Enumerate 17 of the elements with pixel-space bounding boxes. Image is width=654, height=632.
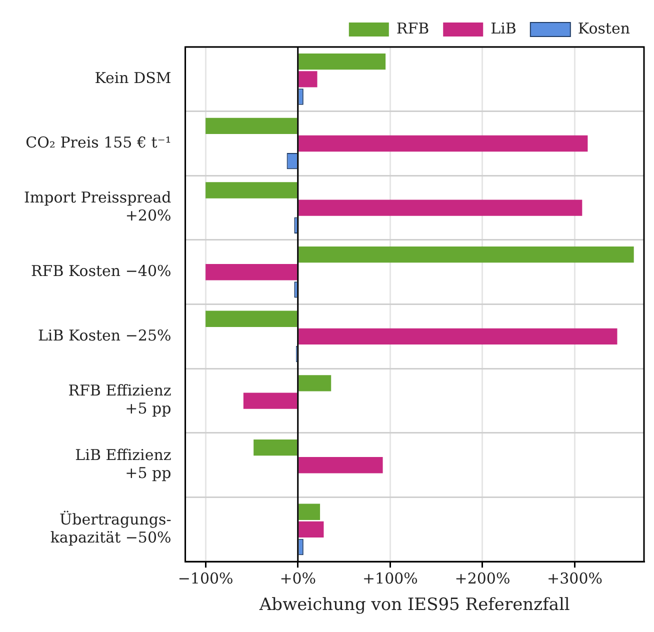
y-tick-label: RFB Effizienz +5 pp bbox=[68, 382, 172, 418]
x-tick-label: −100% bbox=[178, 569, 234, 588]
y-tick-label: LiB Kosten −25% bbox=[38, 326, 172, 344]
x-tick-label: +0% bbox=[280, 569, 316, 588]
legend-label: RFB bbox=[396, 19, 430, 38]
y-tick-label: Übertragungs- kapazität −50% bbox=[50, 510, 172, 546]
y-tick-label: LiB Effizienz +5 pp bbox=[75, 446, 172, 482]
legend-label: LiB bbox=[490, 19, 516, 38]
x-tick-label: +100% bbox=[362, 569, 418, 588]
y-tick-label: Import Preisspread +20% bbox=[24, 188, 172, 225]
legend-label: Kosten bbox=[578, 19, 630, 38]
x-axis-title: Abweichung von IES95 Referenzfall bbox=[258, 595, 570, 616]
x-tick-label: +200% bbox=[454, 569, 510, 588]
x-tick-label: +300% bbox=[547, 569, 603, 588]
y-tick-label: CO₂ Preis 155 € t⁻¹ bbox=[26, 133, 172, 152]
y-tick-label: Kein DSM bbox=[94, 69, 172, 88]
y-tick-label: RFB Kosten −40% bbox=[30, 262, 172, 280]
